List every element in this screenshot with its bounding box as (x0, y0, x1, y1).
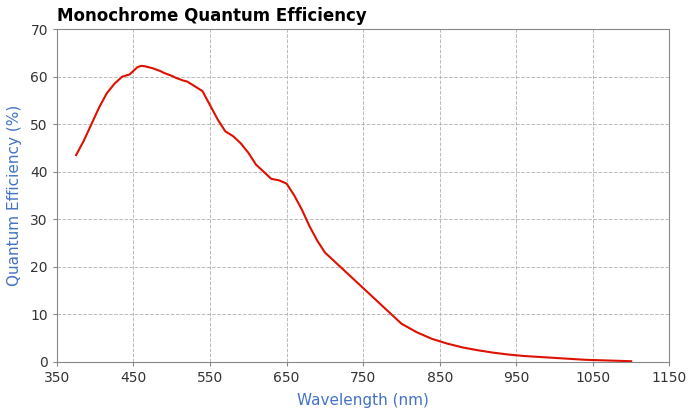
X-axis label: Wavelength (nm): Wavelength (nm) (297, 393, 429, 408)
Y-axis label: Quantum Efficiency (%): Quantum Efficiency (%) (7, 105, 22, 286)
Text: Monochrome Quantum Efficiency: Monochrome Quantum Efficiency (57, 7, 366, 25)
